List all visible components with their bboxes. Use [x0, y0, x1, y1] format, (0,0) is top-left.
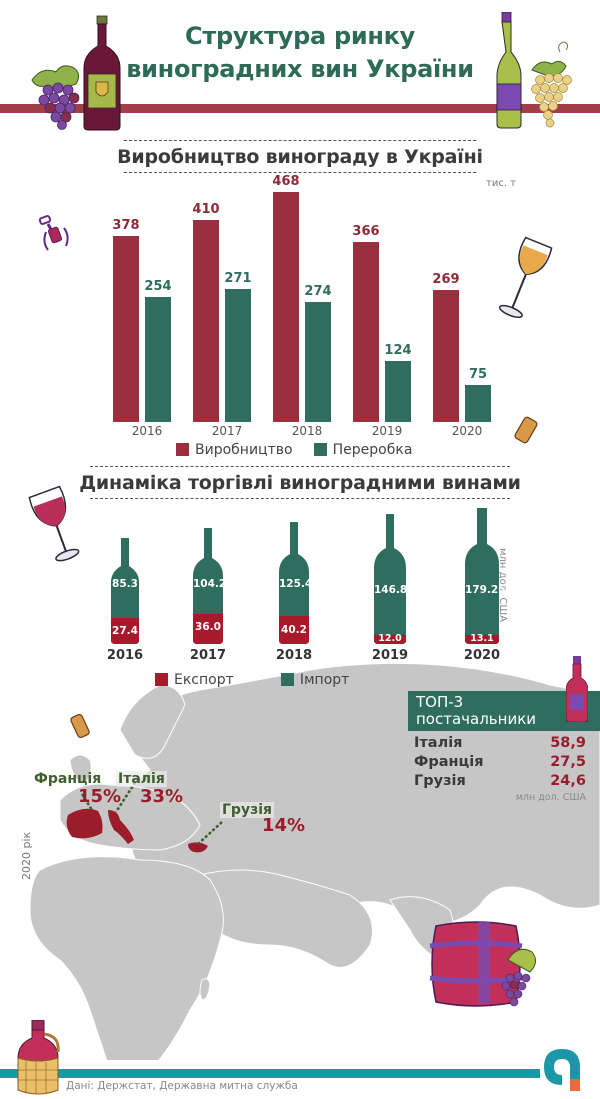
value-processing-2016: 254 [144, 279, 172, 294]
data-source: Дані: Держстат, Державна митна служба [66, 1080, 298, 1092]
top3-title-line-2: постачальники [416, 710, 537, 728]
brand-logo [544, 1049, 580, 1091]
wicker-demijohn-icon [17, 1020, 60, 1095]
bottle-2019: 146.8 12.0 [374, 514, 408, 644]
value-production-2019: 366 [352, 224, 380, 239]
import-value-2019: 146.8 [374, 584, 408, 596]
divider [124, 140, 476, 141]
bottle-2017: 104.2 36.0 [193, 528, 227, 644]
value-processing-2017: 271 [224, 271, 252, 286]
export-value-2016: 27.4 [112, 625, 138, 637]
bar-processing-2016 [145, 297, 171, 422]
x-tick-2017: 2017 [211, 424, 243, 438]
italy-highlight [108, 810, 134, 844]
legend-swatch-export [155, 673, 168, 686]
trade-year-2019: 2019 [371, 648, 409, 663]
x-tick-2020: 2020 [451, 424, 483, 438]
trade-legend: Експорт Імпорт [155, 671, 365, 690]
bar-processing-2019 [385, 361, 411, 422]
page-title: Структура ринку виноградних вин України [120, 20, 480, 86]
value-production-2017: 410 [192, 202, 220, 217]
divider [90, 466, 510, 467]
export-value-2018: 40.2 [281, 624, 307, 636]
map-label-france: Франція [34, 771, 102, 787]
header-band [0, 104, 600, 113]
bar-processing-2018 [305, 302, 331, 422]
top3-list: Італія 58,9 Франція 27,5 Грузія 24,6 млн до… [414, 735, 586, 803]
divider [124, 172, 476, 173]
import-value-2018: 125.4 [279, 578, 313, 590]
legend-swatch-import [280, 673, 294, 686]
value-processing-2020: 75 [468, 367, 488, 382]
bottle-2020: 179.25 13.1 [465, 508, 506, 644]
bar-production-2016 [113, 236, 139, 422]
export-value-2020: 13.1 [470, 633, 494, 644]
white-wine-glass-icon [498, 236, 553, 319]
x-tick-2016: 2016 [131, 424, 163, 438]
top3-row: Грузія 24,6 [414, 773, 586, 789]
x-tick-2018: 2018 [291, 424, 323, 438]
value-production-2020: 269 [432, 272, 460, 287]
export-value-2019: 12.0 [378, 633, 402, 644]
value-processing-2019: 124 [384, 343, 412, 358]
footer-band [0, 1069, 540, 1078]
trade-year-2018: 2018 [275, 648, 313, 663]
divider [90, 498, 510, 499]
map-label-italy: Італія [116, 771, 167, 787]
trade-chart-title: Динаміка торгівлі виноградними винами [79, 472, 521, 494]
top3-title-line-1: ТОП-3 [416, 693, 464, 711]
top3-row: Італія 58,9 [414, 735, 586, 751]
bar-production-2017 [193, 220, 219, 422]
legend-production: Виробництво [176, 442, 293, 458]
france-highlight [66, 808, 103, 839]
bar-production-2020 [433, 290, 459, 422]
top3-row: Франція 27,5 [414, 754, 586, 770]
cork-icon [70, 713, 90, 739]
red-wine-bottle-grapes-icon [31, 15, 121, 131]
value-processing-2018: 274 [304, 284, 332, 299]
map-share-georgia: 14% [262, 815, 306, 836]
production-bar-chart: 378 254 410 271 468 274 366 124 269 75 [100, 174, 500, 422]
bar-production-2019 [353, 242, 379, 422]
value-production-2016: 378 [112, 218, 140, 233]
value-production-2018: 468 [272, 174, 300, 189]
import-value-2020: 179.25 [465, 584, 506, 596]
white-wine-bottle-grapes-icon [496, 12, 572, 129]
georgia-highlight [188, 842, 208, 853]
rose-wine-bottle-icon [566, 656, 588, 722]
production-legend: Виробництво Переробка [176, 441, 428, 460]
title-line-2: виноградних вин України [126, 55, 474, 83]
barrel-grapes-icon [429, 921, 536, 1007]
cork-icon [514, 416, 538, 444]
x-tick-2019: 2019 [371, 424, 403, 438]
legend-swatch-processing [313, 443, 327, 456]
bottle-2018: 125.4 40.2 [279, 522, 313, 644]
export-value-2017: 36.0 [195, 621, 221, 633]
map-year-label: 2020 рік [20, 831, 33, 880]
bar-production-2018 [273, 192, 299, 422]
legend-import: Імпорт [280, 672, 349, 688]
title-line-1: Структура ринку [185, 22, 415, 50]
legend-export: Експорт [155, 672, 234, 688]
corkscrew-icon [38, 215, 69, 251]
trade-year-2016: 2016 [106, 648, 144, 663]
top3-unit: млн дол. США [515, 792, 586, 803]
import-value-2016: 85.3 [112, 578, 138, 590]
map-share-france: 15% [78, 786, 122, 807]
red-wine-glass-icon [28, 485, 80, 562]
bottle-2016: 85.3 27.4 [111, 538, 139, 644]
trade-year-2020: 2020 [463, 648, 501, 663]
legend-processing: Переробка [313, 442, 412, 458]
import-value-2017: 104.2 [193, 578, 227, 590]
map-label-georgia: Грузія [220, 802, 274, 818]
legend-swatch-production [176, 443, 189, 456]
production-chart-title: Виробництво винограду в Україні [117, 146, 483, 168]
bar-processing-2017 [225, 289, 251, 422]
bar-processing-2020 [465, 385, 491, 422]
trade-year-2017: 2017 [189, 648, 227, 663]
production-unit: тис. т [486, 178, 517, 189]
map-share-italy: 33% [140, 786, 184, 807]
